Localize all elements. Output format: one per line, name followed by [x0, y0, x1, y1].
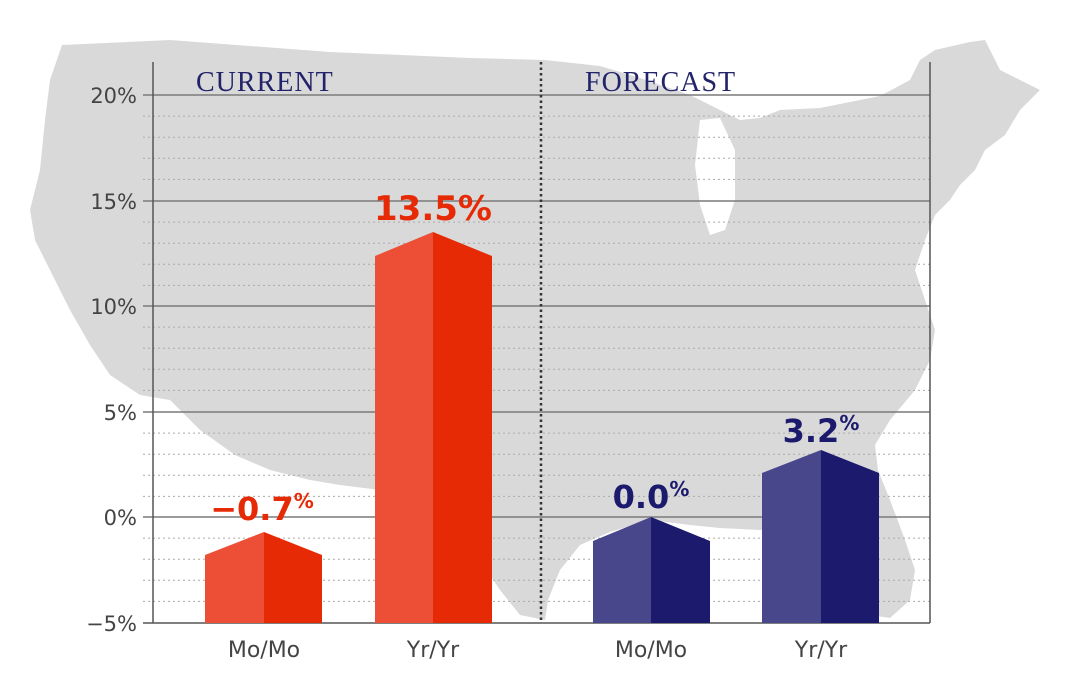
- x-axis-labels: Mo/Mo Yr/Yr Mo/Mo Yr/Yr: [228, 638, 848, 663]
- y-tick-label: 20%: [90, 84, 137, 108]
- x-category-label: Mo/Mo: [615, 638, 687, 663]
- x-category-label: Yr/Yr: [406, 638, 460, 663]
- value-label-forecast-mo-mo: 0.0%: [613, 477, 690, 516]
- value-label-forecast-yr-yr: 3.2%: [783, 411, 860, 450]
- y-tick-label: 0%: [104, 506, 137, 530]
- y-axis-labels: 20% 15% 10% 5% 0% −5%: [86, 84, 137, 636]
- bar-forecast-mo-mo: [593, 517, 710, 623]
- value-label-current-yr-yr: 13.5%: [374, 189, 492, 229]
- x-category-label: Mo/Mo: [228, 638, 300, 663]
- current-section-title: CURRENT: [196, 67, 334, 98]
- y-tick-label: −5%: [86, 612, 137, 636]
- y-tick-label: 10%: [90, 295, 137, 319]
- forecast-section-title: FORECAST: [585, 67, 736, 98]
- y-tick-label: 5%: [104, 401, 137, 425]
- bar-current-mo-mo: [205, 532, 322, 623]
- bar-forecast-yr-yr: [762, 450, 879, 623]
- us-map-background: [30, 40, 1040, 623]
- bar-current-yr-yr: [375, 232, 492, 623]
- y-tick-label: 15%: [90, 190, 137, 214]
- value-label-current-mo-mo: −0.7%: [210, 489, 314, 528]
- x-category-label: Yr/Yr: [794, 638, 848, 663]
